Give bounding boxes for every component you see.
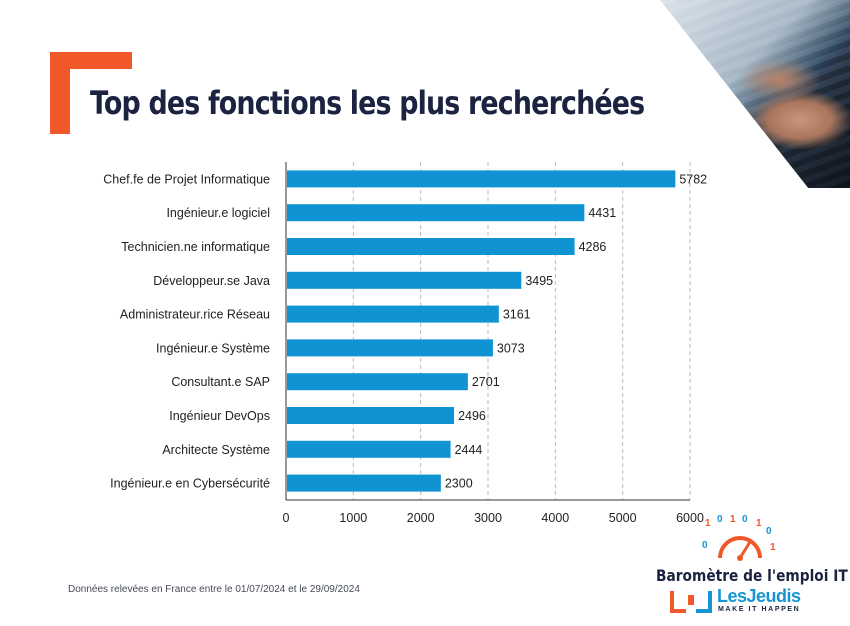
value-label: 5782 <box>679 172 707 186</box>
bar <box>287 238 575 255</box>
x-tick-label: 5000 <box>609 511 637 525</box>
category-label: Ingénieur.e Système <box>156 341 270 355</box>
category-label: Développeur.se Java <box>153 274 270 288</box>
svg-text:0: 0 <box>766 526 772 537</box>
data-source-note: Données relevées en France entre le 01/0… <box>68 584 360 595</box>
x-tick-label: 6000 <box>676 511 704 525</box>
lesjeudis-logo-mark <box>670 591 712 613</box>
svg-text:1: 1 <box>756 518 762 529</box>
brand-logo-tagline: MAKE IT HAPPEN <box>718 606 801 613</box>
x-tick-label: 1000 <box>339 511 367 525</box>
category-label: Architecte Système <box>162 443 270 457</box>
category-label: Ingénieur.e en Cybersécurité <box>110 477 270 491</box>
bar <box>287 373 468 391</box>
svg-text:0: 0 <box>717 514 723 525</box>
barometer-title: Baromètre de l'emploi IT <box>656 566 848 585</box>
category-label: Technicien.ne informatique <box>121 240 270 254</box>
svg-text:0: 0 <box>742 514 748 525</box>
svg-text:1: 1 <box>770 542 776 553</box>
svg-text:1: 1 <box>705 518 711 529</box>
value-label: 2300 <box>445 477 473 491</box>
value-label: 2701 <box>472 375 500 389</box>
value-label: 3495 <box>525 274 553 288</box>
bar <box>287 204 585 222</box>
value-label: 4286 <box>579 240 607 254</box>
category-label: Ingénieur.e logiciel <box>166 206 270 220</box>
x-tick-label: 3000 <box>474 511 502 525</box>
bar <box>287 271 522 289</box>
category-label: Chef.fe de Projet Informatique <box>103 172 270 186</box>
bar <box>287 474 441 492</box>
category-label: Administrateur.rice Réseau <box>120 308 270 322</box>
value-label: 2444 <box>455 443 483 457</box>
svg-text:1: 1 <box>730 514 736 525</box>
x-tick-label: 4000 <box>541 511 569 525</box>
bar <box>287 339 493 357</box>
svg-text:0: 0 <box>702 540 708 551</box>
bar-chart: 0 1000 2000 3000 4000 5000 6000 Chef.fe de Proj… <box>103 162 707 525</box>
barometer-gauge-icon: 1 0 1 0 1 0 0 1 <box>702 514 776 561</box>
x-tick-label: 0 <box>283 511 290 525</box>
bar <box>287 440 451 458</box>
corner-accent-bracket <box>50 52 132 134</box>
value-label: 4431 <box>588 206 616 220</box>
category-label: Consultant.e SAP <box>171 375 270 389</box>
value-label: 2496 <box>458 409 486 423</box>
value-label: 3073 <box>497 341 525 355</box>
bar <box>287 407 455 424</box>
category-label: Ingénieur DevOps <box>169 409 270 423</box>
page-title: Top des fonctions les plus recherchées <box>90 84 645 122</box>
x-tick-label: 2000 <box>407 511 435 525</box>
value-label: 3161 <box>503 308 531 322</box>
bar <box>287 305 499 323</box>
bar <box>287 170 676 188</box>
brand-logo-name: LesJeudis <box>717 586 801 606</box>
